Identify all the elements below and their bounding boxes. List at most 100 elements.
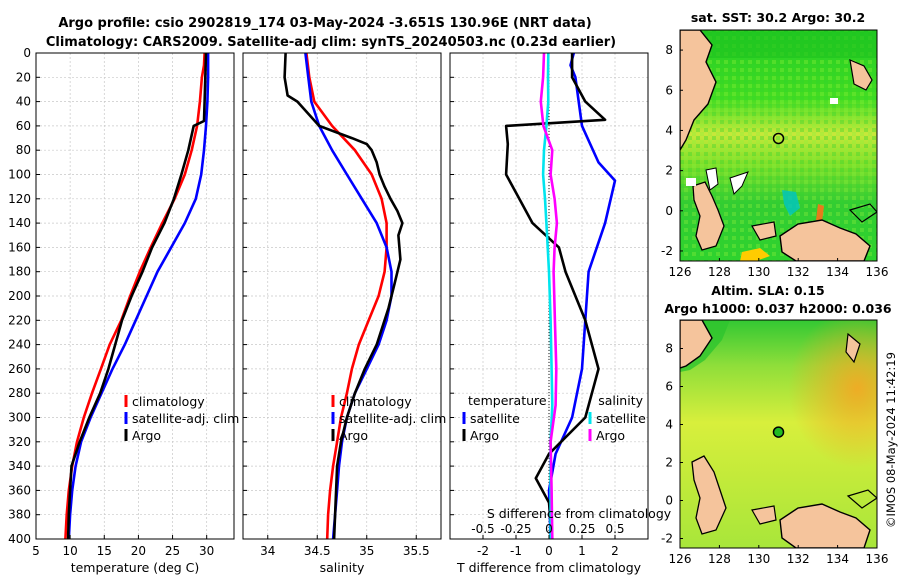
land-mass [779,503,871,548]
map-y-tick-label: 8 [665,43,673,57]
x-tick-label: 15 [97,544,112,558]
map-x-tick-label: 136 [866,552,889,566]
x-tick-label: 35 [359,544,374,558]
y-tick-label: 240 [8,338,31,352]
map-y-tick-label: 4 [665,418,673,432]
map-y-tick-label: 2 [665,456,673,470]
y-tick-label: 280 [8,386,31,400]
legend-label: satellite-adj. clim [132,411,239,426]
map-x-tick-label: 126 [669,552,692,566]
y-tick-label: 320 [8,435,31,449]
legend-label: satellite [596,411,646,426]
x-tick-label: -2 [477,544,489,558]
argo-float-marker [772,426,785,438]
x-tick-label: 34 [260,544,275,558]
sst-warm-patch [816,204,824,222]
sst-map-frame [679,29,878,262]
series-line-argo [283,52,404,540]
y-tick-label: 140 [8,216,31,230]
map-x-tick-label: 128 [708,265,731,279]
legend-label: Argo [132,428,161,443]
legend-label: satellite-adj. clim [339,411,446,426]
x-tick-label: 20 [131,544,146,558]
salinity-plot: 34 34.5 35 35.5 salinity climatology satellite… [242,52,446,575]
series-line-t-argo [504,53,607,540]
series-line-satellite-adj-clim [67,53,210,540]
map-y-tick-label: 4 [665,123,673,137]
x-axis-label: T difference from climatology [456,560,642,575]
x-axis-label: temperature (deg C) [71,560,200,575]
sst-map-title: sat. SST: 30.2 Argo: 30.2 [691,10,865,25]
map-y-tick-label: -2 [661,244,673,258]
title-line-1: Argo profile: csio 2902819_174 03-May-20… [58,16,591,31]
legend-label: climatology [132,394,205,409]
land-mass [691,455,727,535]
y-tick-label: 380 [8,508,31,522]
map-y-tick-label: 6 [665,83,673,97]
land-mass [680,30,717,152]
y-tick-label: 60 [16,119,31,133]
argo-float-marker [772,132,785,145]
x-tick-label: 2 [611,544,619,558]
land-mass [680,320,713,369]
map-y-tick-label: 6 [665,380,673,394]
series-line-s-argo [539,52,559,540]
missing-data-patch [729,171,749,195]
watermark: ©IMOS 08-May-2024 11:42:19 [884,352,898,528]
y-tick-label: 40 [16,95,31,109]
map-x-tick-label: 130 [747,265,770,279]
legend-label: Argo [596,428,625,443]
x-tick-label: 30 [199,544,214,558]
secondary-tick-label: -0.25 [500,522,531,536]
x-tick-label: 25 [165,544,180,558]
map-y-tick-label: -2 [661,532,673,546]
sla-map-title-2: Argo h1000: 0.037 h2000: 0.036 [664,301,892,316]
land-mass [845,332,861,364]
land-mass [779,219,871,261]
y-tick-label: 360 [8,483,31,497]
legend-label: satellite [470,411,520,426]
temperature-plot: 5 10 15 20 25 3002040608010012014016018020022… [8,46,239,575]
secondary-tick-label: 0.25 [569,522,596,536]
x-axis-label: salinity [320,560,365,575]
map-y-tick-label: 2 [665,164,673,178]
map-y-tick-label: 0 [665,204,673,218]
sst-warm-patch [740,248,770,261]
x-tick-label: -1 [510,544,522,558]
y-tick-label: 200 [8,289,31,303]
missing-data-patch [686,178,696,186]
sla-map-title-1: Altim. SLA: 0.15 [711,283,824,298]
y-tick-label: 160 [8,240,31,254]
missing-data-patch [830,98,838,104]
y-tick-label: 120 [8,192,31,206]
y-tick-label: 100 [8,168,31,182]
legend-label: climatology [339,394,412,409]
map-x-tick-label: 128 [708,552,731,566]
x-tick-label: 1 [578,544,586,558]
map-y-tick-label: 0 [665,494,673,508]
land-mass [751,221,777,241]
coastline [848,203,877,223]
y-tick-label: 400 [8,532,31,546]
missing-data-patch [705,167,719,191]
legend-title: salinity [598,393,643,408]
land-mass [692,181,725,251]
legend-label: Argo [339,428,368,443]
map-x-tick-label: 136 [866,265,889,279]
y-tick-label: 220 [8,313,31,327]
y-tick-label: 0 [23,46,31,60]
map-x-tick-label: 134 [826,265,849,279]
x-tick-label: 0 [545,544,553,558]
map-x-tick-label: 126 [669,265,692,279]
difference-plot: -2 -1 0 1 2 T difference from climatology temp… [449,52,672,575]
y-tick-label: 300 [8,411,31,425]
y-tick-label: 80 [16,143,31,157]
land-mass [849,59,873,91]
sst-cool-patch [782,190,800,216]
y-tick-label: 260 [8,362,31,376]
series-line-argo [66,52,208,540]
legend-label: Argo [470,428,499,443]
secondary-axis-label: S difference from climatology [487,506,672,521]
map-y-tick-label: 8 [665,342,673,356]
